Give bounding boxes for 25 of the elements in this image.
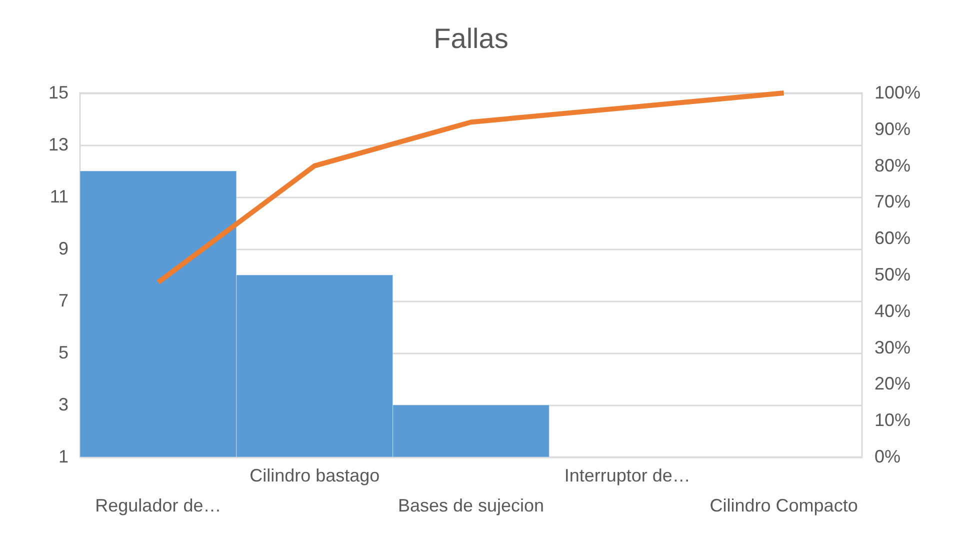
y2-tick-label: 0% — [874, 446, 901, 466]
y-tick-label: 5 — [58, 342, 68, 362]
y2-tick-label: 50% — [874, 264, 911, 284]
x-tick-label: Cilindro Compacto — [710, 496, 858, 516]
y2-tick-label: 90% — [874, 118, 911, 139]
y2-tick-label: 80% — [874, 155, 911, 176]
y2-tick-label: 20% — [874, 374, 911, 394]
y-tick-label: 7 — [58, 290, 68, 310]
y2-tick-label: 30% — [874, 337, 911, 358]
y-tick-label: 9 — [58, 238, 68, 258]
y2-tick-label: 60% — [874, 228, 911, 248]
y-tick-label: 1 — [58, 446, 68, 466]
y-tick-label: 15 — [48, 82, 68, 102]
x-tick-label: Cilindro bastago — [250, 466, 380, 486]
y2-tick-label: 100% — [874, 82, 921, 102]
x-tick-label: Bases de sujecion — [398, 496, 544, 516]
chart-title: Fallas — [434, 23, 508, 54]
x-tick-label: Regulador de… — [95, 496, 222, 516]
y-tick-label: 3 — [58, 394, 68, 414]
y2-tick-label: 40% — [874, 300, 911, 321]
y-tick-label: 13 — [48, 134, 68, 154]
y2-tick-label: 70% — [874, 192, 911, 212]
y-tick-label: 11 — [50, 186, 68, 206]
x-tick-label: Interruptor de… — [564, 466, 690, 486]
y2-tick-label: 10% — [874, 410, 911, 430]
